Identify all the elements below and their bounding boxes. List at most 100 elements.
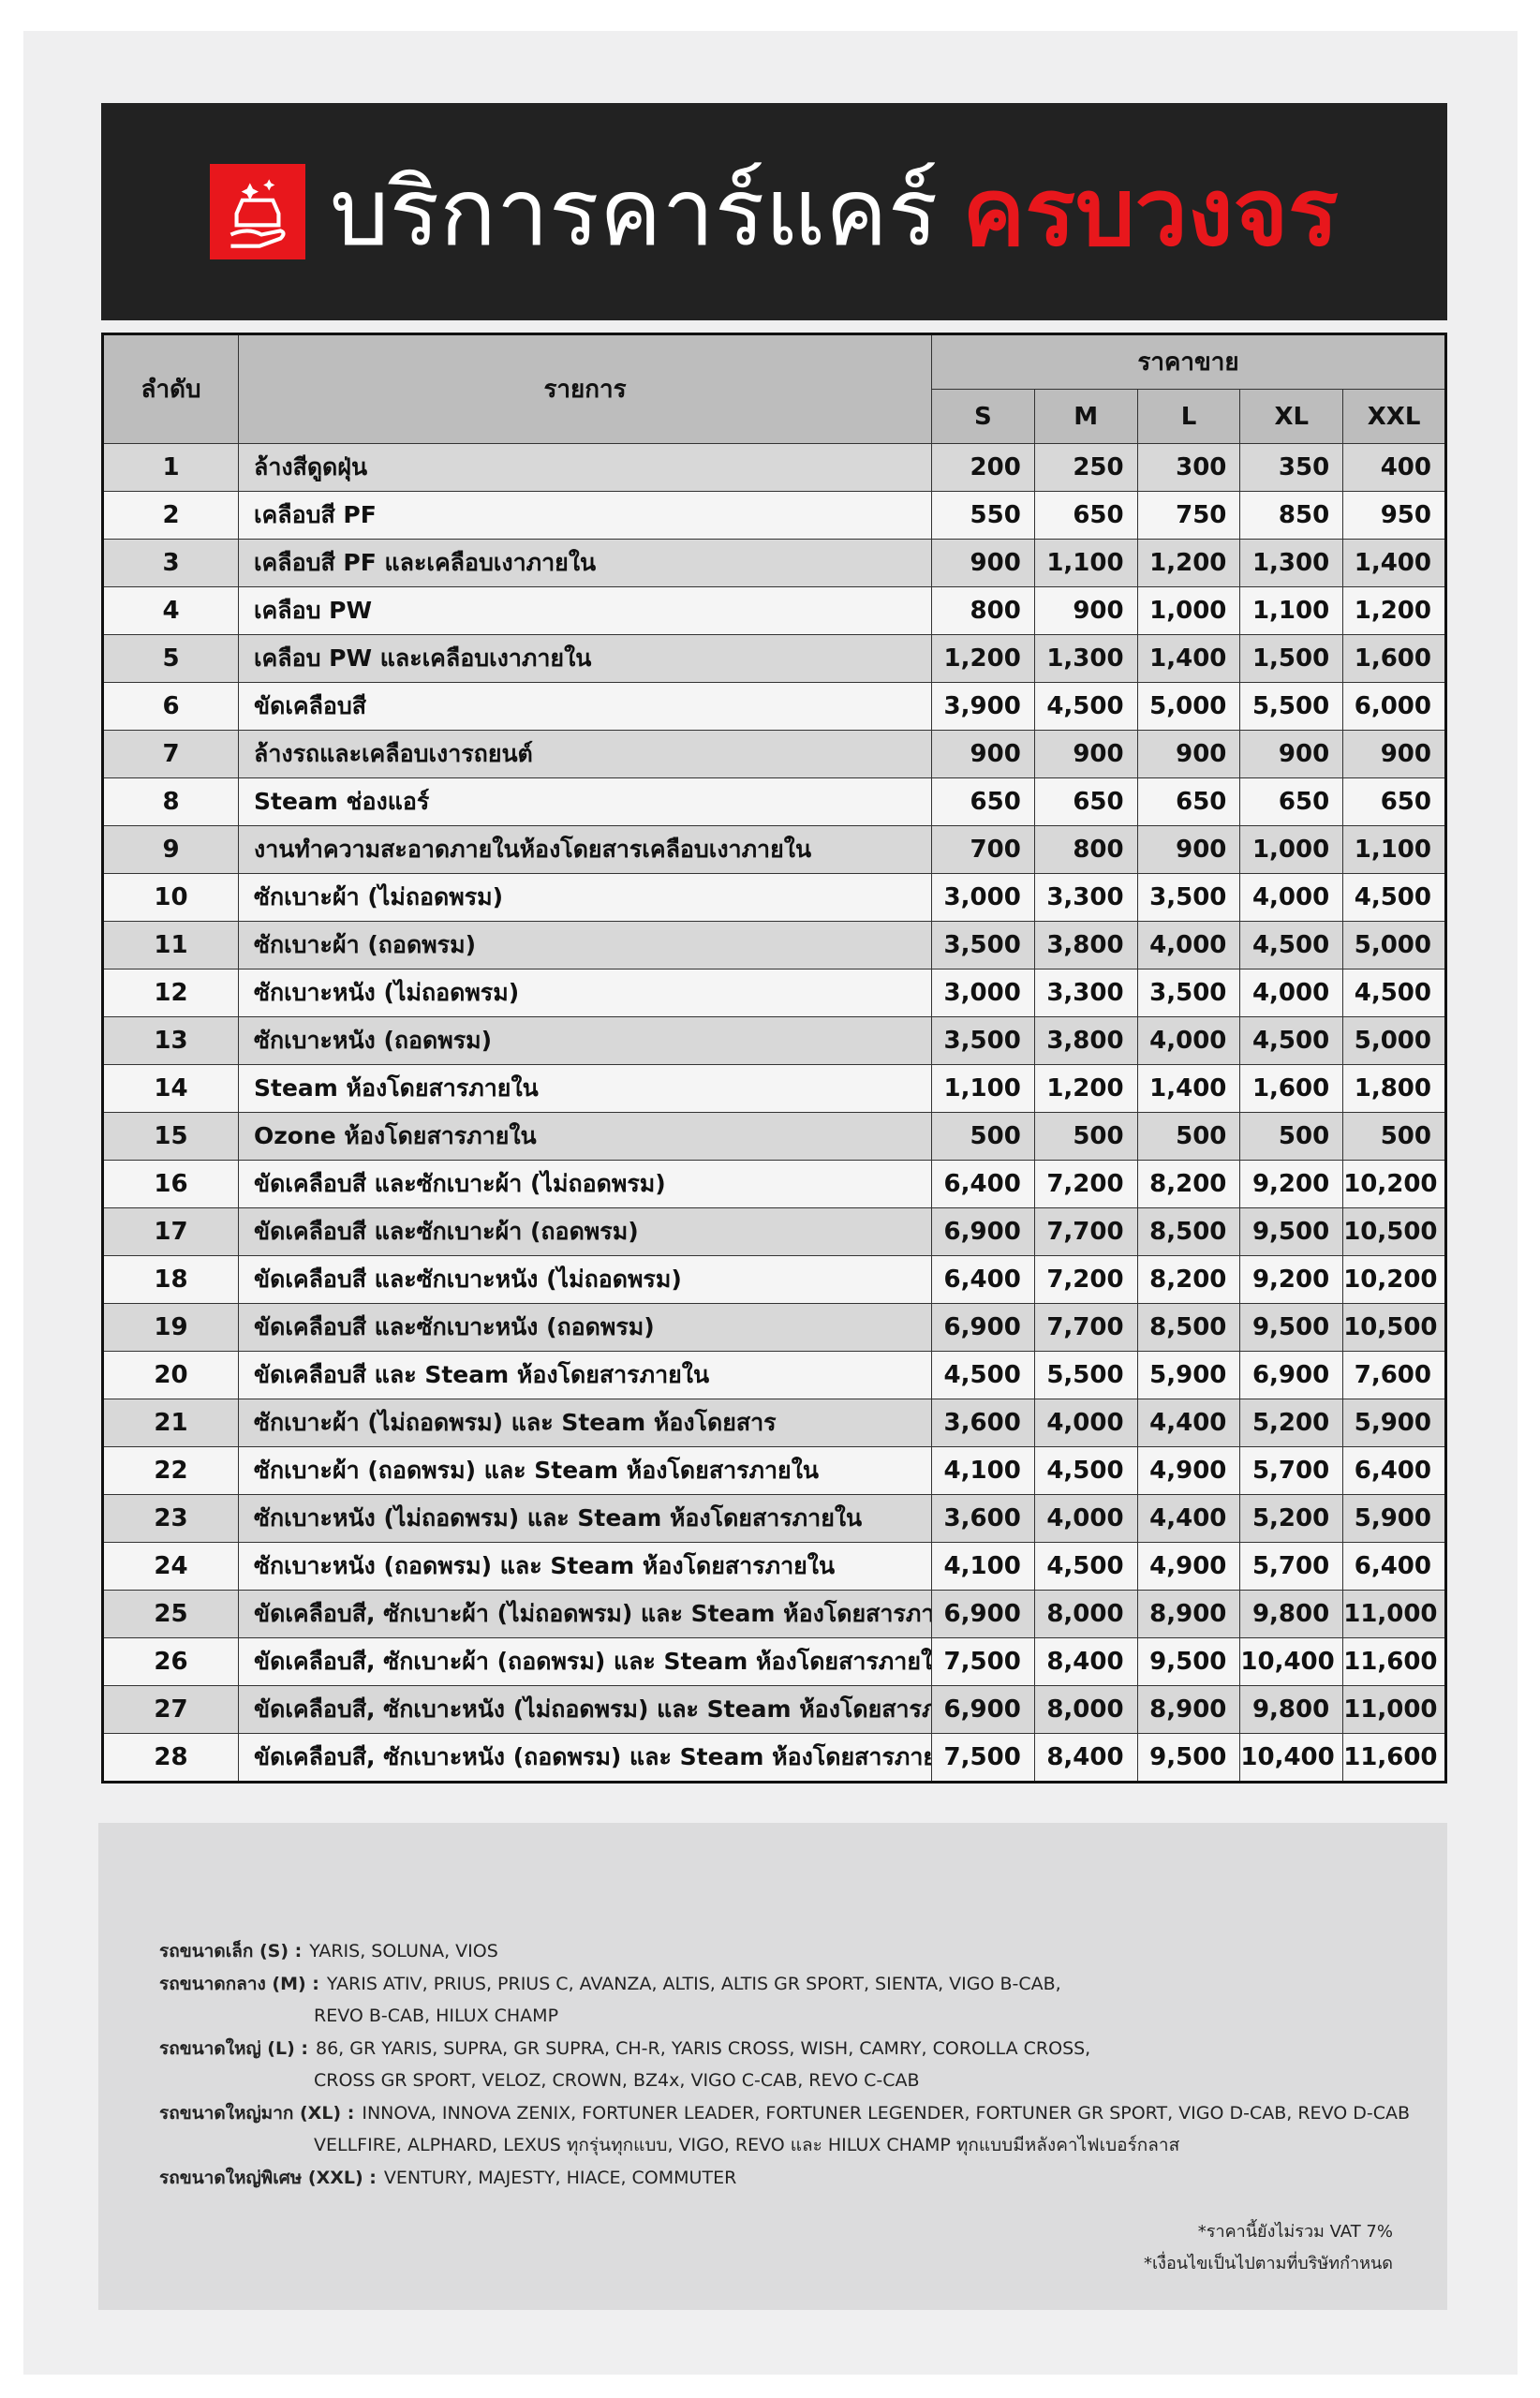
price-cell: 3,300 xyxy=(1033,969,1138,1017)
row-number: 15 xyxy=(102,1112,239,1161)
service-name: ขัดเคลือบสี และซักเบาะหนัง (ไม่ถอดพรม) xyxy=(238,1255,932,1304)
price-cell: 1,000 xyxy=(1136,586,1241,635)
price-cell: 9,500 xyxy=(1239,1303,1344,1352)
price-cell: 5,700 xyxy=(1239,1446,1344,1495)
price-cell: 800 xyxy=(931,586,1035,635)
price-cell: 5,900 xyxy=(1342,1399,1446,1447)
price-cell: 10,200 xyxy=(1342,1160,1446,1208)
price-cell: 10,200 xyxy=(1342,1255,1446,1304)
row-number: 10 xyxy=(102,873,239,922)
price-cell: 6,400 xyxy=(1342,1446,1446,1495)
price-cell: 200 xyxy=(931,443,1035,492)
price-cell: 4,000 xyxy=(1136,921,1241,970)
price-cell: 1,100 xyxy=(931,1064,1035,1113)
price-cell: 850 xyxy=(1239,491,1344,540)
service-name: เคลือบสี PF xyxy=(238,491,932,540)
price-cell: 4,500 xyxy=(931,1351,1035,1399)
price-cell: 1,800 xyxy=(1342,1064,1446,1113)
price-cell: 8,000 xyxy=(1033,1590,1138,1638)
car-care-icon xyxy=(210,164,306,259)
price-cell: 4,000 xyxy=(1033,1494,1138,1543)
row-number: 14 xyxy=(102,1064,239,1113)
price-cell: 6,400 xyxy=(1342,1542,1446,1591)
price-cell: 4,000 xyxy=(1033,1399,1138,1447)
size-header: XL xyxy=(1239,389,1344,444)
price-cell: 9,500 xyxy=(1136,1733,1241,1783)
table-row: 20 ขัดเคลือบสี และ Steam ห้องโดยสารภายใน 4… xyxy=(102,1351,1446,1399)
price-cell: 900 xyxy=(1239,730,1344,778)
price-cell: 6,400 xyxy=(931,1160,1035,1208)
price-cell: 900 xyxy=(1342,730,1446,778)
table-row: 16 ขัดเคลือบสี และซักเบาะผ้า (ไม่ถอดพรม) 6… xyxy=(102,1160,1446,1208)
price-cell: 400 xyxy=(1342,443,1446,492)
price-cell: 700 xyxy=(931,825,1035,874)
service-name: ขัดเคลือบสี, ซักเบาะหนัง (ถอดพรม) และ St… xyxy=(238,1733,932,1783)
table-row: 25 ขัดเคลือบสี, ซักเบาะผ้า (ไม่ถอดพรม) แล… xyxy=(102,1590,1446,1638)
table-row: 22 ซักเบาะผ้า (ถอดพรม) และ Steam ห้องโดยส… xyxy=(102,1446,1446,1495)
price-cell: 500 xyxy=(1033,1112,1138,1161)
price-cell: 3,800 xyxy=(1033,921,1138,970)
note-line: CROSS GR SPORT, VELOZ, CROWN, BZ4x, VIGO… xyxy=(159,2065,1410,2097)
price-cell: 5,000 xyxy=(1136,682,1241,731)
table-row: 10 ซักเบาะผ้า (ไม่ถอดพรม) 3,000 3,300 3,500 4… xyxy=(102,873,1446,922)
table-row: 1 ล้างสีดูดฝุ่น 200 250 300 350 400 xyxy=(102,443,1446,492)
service-name: Ozone ห้องโดยสารภายใน xyxy=(238,1112,932,1161)
note-text: REVO B-CAB, HILUX CHAMP xyxy=(314,2006,559,2026)
row-number: 12 xyxy=(102,969,239,1017)
price-cell: 900 xyxy=(1033,730,1138,778)
price-cell: 5,900 xyxy=(1342,1494,1446,1543)
service-name: ซักเบาะหนัง (ไม่ถอดพรม) และ Steam ห้องโด… xyxy=(238,1494,932,1543)
price-cell: 350 xyxy=(1239,443,1344,492)
price-cell: 500 xyxy=(931,1112,1035,1161)
service-name: ขัดเคลือบสี และซักเบาะหนัง (ถอดพรม) xyxy=(238,1303,932,1352)
price-cell: 6,400 xyxy=(931,1255,1035,1304)
row-number: 9 xyxy=(102,825,239,874)
price-cell: 7,700 xyxy=(1033,1207,1138,1256)
note-text: VENTURY, MAJESTY, HIACE, COMMUTER xyxy=(383,2167,737,2188)
price-cell: 4,000 xyxy=(1239,873,1344,922)
price-cell: 1,200 xyxy=(931,634,1035,683)
size-header: L xyxy=(1136,389,1241,444)
table-row: 9 งานทำความสะอาดภายในห้องโดยสารเคลือบเงาภ… xyxy=(102,825,1446,874)
price-cell: 5,200 xyxy=(1239,1494,1344,1543)
note-line: รถขนาดกลาง (M) : YARIS ATIV, PRIUS, PRIUS… xyxy=(159,1968,1410,2001)
price-cell: 7,700 xyxy=(1033,1303,1138,1352)
note-label: รถขนาดกลาง (M) : xyxy=(159,1973,319,1994)
service-name: ซักเบาะผ้า (ไม่ถอดพรม) และ Steam ห้องโดย… xyxy=(238,1399,932,1447)
price-cell: 4,400 xyxy=(1136,1494,1241,1543)
table-row: 24 ซักเบาะหนัง (ถอดพรม) และ Steam ห้องโดย… xyxy=(102,1542,1446,1591)
price-cell: 650 xyxy=(1239,777,1344,826)
table-row: 26 ขัดเคลือบสี, ซักเบาะผ้า (ถอดพรม) และ S… xyxy=(102,1637,1446,1686)
price-cell: 6,900 xyxy=(1239,1351,1344,1399)
price-cell: 3,500 xyxy=(1136,969,1241,1017)
header-cell: ราคาขาย xyxy=(931,333,1446,390)
row-number: 4 xyxy=(102,586,239,635)
note-label: รถขนาดเล็ก (S) : xyxy=(159,1941,303,1961)
price-cell: 7,200 xyxy=(1033,1160,1138,1208)
price-cell: 9,500 xyxy=(1239,1207,1344,1256)
price-cell: 1,200 xyxy=(1136,539,1241,587)
price-cell: 3,500 xyxy=(931,1016,1035,1065)
price-cell: 6,900 xyxy=(931,1685,1035,1734)
price-cell: 9,800 xyxy=(1239,1590,1344,1638)
service-name: ขัดเคลือบสี, ซักเบาะหนัง (ไม่ถอดพรม) และ… xyxy=(238,1685,932,1734)
row-number: 22 xyxy=(102,1446,239,1495)
service-name: ซักเบาะหนัง (ถอดพรม) และ Steam ห้องโดยสา… xyxy=(238,1542,932,1591)
row-number: 2 xyxy=(102,491,239,540)
service-name: ล้างรถและเคลือบเงารถยนต์ xyxy=(238,730,932,778)
service-name: Steam ห้องโดยสารภายใน xyxy=(238,1064,932,1113)
note-line: รถขนาดใหญ่พิเศษ (XXL) : VENTURY, MAJESTY,… xyxy=(159,2162,1410,2195)
service-name: ซักเบาะผ้า (ไม่ถอดพรม) xyxy=(238,873,932,922)
service-name: ขัดเคลือบสี xyxy=(238,682,932,731)
price-cell: 900 xyxy=(1136,825,1241,874)
service-name: ซักเบาะหนัง (ไม่ถอดพรม) xyxy=(238,969,932,1017)
price-cell: 6,000 xyxy=(1342,682,1446,731)
price-cell: 1,400 xyxy=(1342,539,1446,587)
row-number: 8 xyxy=(102,777,239,826)
header-cell: ลำดับ xyxy=(102,333,239,444)
price-cell: 4,500 xyxy=(1033,1542,1138,1591)
note-line: REVO B-CAB, HILUX CHAMP xyxy=(159,2000,1410,2033)
table-row: 2 เคลือบสี PF 550 650 750 850 950 xyxy=(102,491,1446,540)
table-row: 17 ขัดเคลือบสี และซักเบาะผ้า (ถอดพรม) 6,90… xyxy=(102,1207,1446,1256)
